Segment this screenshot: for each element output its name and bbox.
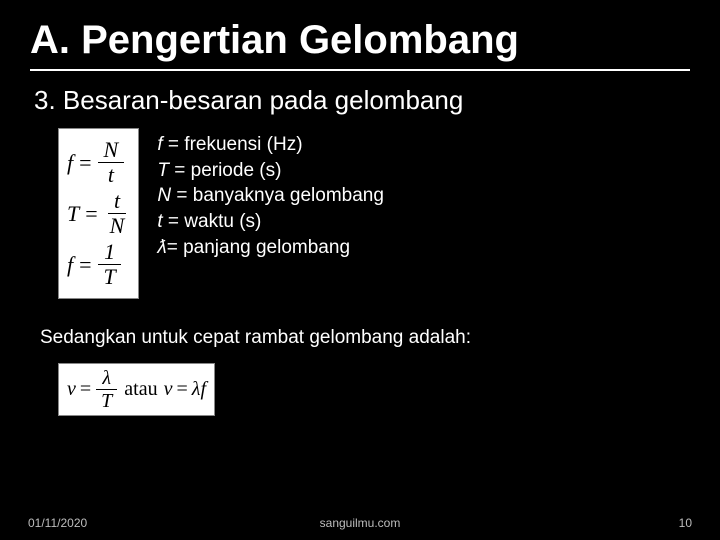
fraction: 1 T: [98, 241, 122, 288]
slide-subtitle: 3. Besaran-besaran pada gelombang: [34, 85, 690, 116]
equals-sign: =: [80, 378, 91, 401]
denominator: N: [104, 214, 131, 237]
definition-line: f = frekuensi (Hz): [157, 132, 384, 158]
formula-row: T = t N: [67, 190, 130, 237]
numerator: N: [98, 139, 125, 163]
equals-sign: =: [85, 202, 97, 225]
formula-lhs: T: [67, 202, 79, 225]
footer-source: sanguilmu.com: [320, 516, 401, 530]
title-underline: [30, 69, 690, 71]
formula-lhs: f: [67, 253, 73, 276]
formula-block: f = N t T = t N f = 1 T: [58, 128, 139, 299]
formula-row: f = 1 T: [67, 241, 130, 288]
slide-title: A. Pengertian Gelombang: [30, 18, 690, 63]
velocity-v: v: [164, 378, 173, 401]
equals-sign: =: [79, 253, 91, 276]
velocity-lf: λf: [192, 378, 206, 401]
definition-line: t = waktu (s): [157, 209, 384, 235]
footer-date: 01/11/2020: [28, 516, 87, 530]
subtext: Sedangkan untuk cepat rambat gelombang a…: [40, 327, 690, 349]
definition-symbol: ƛ: [157, 237, 166, 258]
denominator: t: [102, 163, 120, 186]
definitions-block: f = frekuensi (Hz) T = periode (s) N = b…: [157, 128, 384, 260]
formula-row: f = N t: [67, 139, 130, 186]
footer-page: 10: [679, 516, 692, 530]
equals-sign: =: [177, 378, 188, 401]
definition-text: = waktu (s): [163, 211, 262, 232]
definition-text: = periode (s): [169, 160, 281, 181]
formula-lhs: f: [67, 151, 73, 174]
numerator: 1: [98, 241, 121, 265]
velocity-formula: v = λ T atau v = λf: [58, 363, 215, 416]
denominator: T: [95, 390, 118, 411]
definition-symbol: N: [157, 185, 171, 206]
definition-symbol: T: [157, 160, 169, 181]
or-text: atau: [124, 378, 157, 401]
definition-line: N = banyaknya gelombang: [157, 183, 384, 209]
numerator: t: [108, 190, 126, 214]
velocity-v: v: [67, 378, 76, 401]
numerator: λ: [96, 368, 117, 390]
denominator: T: [98, 265, 122, 288]
fraction: λ T: [95, 368, 118, 411]
fraction: N t: [98, 139, 125, 186]
definition-line: T = periode (s): [157, 158, 384, 184]
content-row: f = N t T = t N f = 1 T: [58, 128, 690, 299]
equals-sign: =: [79, 151, 91, 174]
slide-content: A. Pengertian Gelombang 3. Besaran-besar…: [0, 0, 720, 416]
definition-text: = frekuensi (Hz): [163, 134, 303, 155]
definition-text: = panjang gelombang: [167, 237, 350, 258]
definition-text: = banyaknya gelombang: [171, 185, 384, 206]
fraction: t N: [104, 190, 131, 237]
definition-line: ƛ= panjang gelombang: [157, 235, 384, 261]
footer: 01/11/2020 sanguilmu.com 10: [0, 516, 720, 530]
